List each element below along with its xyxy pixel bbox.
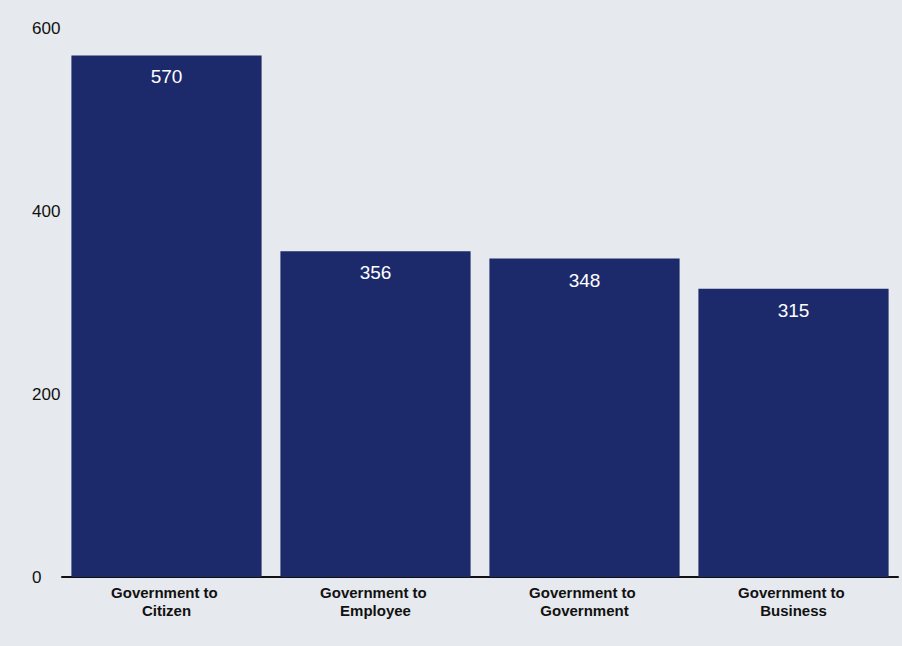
svg-text:200: 200 — [32, 385, 60, 404]
svg-text:Government to: Government to — [111, 584, 222, 601]
svg-text:315: 315 — [778, 300, 810, 321]
svg-text:Citizen: Citizen — [142, 602, 191, 619]
svg-text:Government to: Government to — [529, 584, 640, 601]
svg-text:Government to: Government to — [738, 584, 849, 601]
svg-text:Employee: Employee — [340, 602, 411, 619]
svg-text:Government to: Government to — [320, 584, 431, 601]
svg-text:570: 570 — [151, 66, 183, 87]
svg-text:400: 400 — [32, 202, 60, 221]
svg-text:Business: Business — [760, 602, 827, 619]
svg-text:600: 600 — [32, 19, 60, 38]
svg-text:0: 0 — [32, 568, 41, 587]
svg-text:356: 356 — [360, 262, 392, 283]
svg-text:Government: Government — [540, 602, 628, 619]
svg-text:348: 348 — [569, 270, 601, 291]
